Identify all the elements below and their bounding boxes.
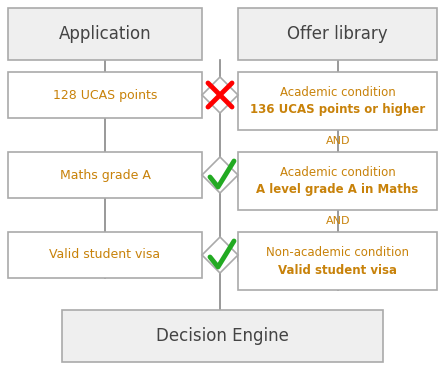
Text: Academic condition: Academic condition	[279, 86, 395, 99]
FancyBboxPatch shape	[8, 8, 202, 60]
FancyBboxPatch shape	[8, 232, 202, 278]
Text: 128 UCAS points: 128 UCAS points	[53, 89, 157, 102]
Text: Offer library: Offer library	[287, 25, 388, 43]
Polygon shape	[202, 157, 238, 193]
Text: A level grade A in Maths: A level grade A in Maths	[256, 183, 419, 196]
FancyBboxPatch shape	[238, 152, 437, 210]
FancyBboxPatch shape	[62, 310, 383, 362]
Text: Decision Engine: Decision Engine	[156, 327, 289, 345]
Text: Application: Application	[59, 25, 151, 43]
FancyBboxPatch shape	[8, 152, 202, 198]
FancyBboxPatch shape	[238, 8, 437, 60]
FancyBboxPatch shape	[8, 72, 202, 118]
Text: 136 UCAS points or higher: 136 UCAS points or higher	[250, 103, 425, 116]
Text: Non-academic condition: Non-academic condition	[266, 246, 409, 259]
Text: Academic condition: Academic condition	[279, 166, 395, 179]
Polygon shape	[202, 237, 238, 273]
Text: AND: AND	[326, 136, 350, 146]
Text: Maths grade A: Maths grade A	[60, 169, 150, 182]
FancyBboxPatch shape	[238, 72, 437, 130]
Text: Valid student visa: Valid student visa	[278, 263, 397, 276]
FancyBboxPatch shape	[238, 232, 437, 290]
Polygon shape	[202, 77, 238, 113]
Text: Valid student visa: Valid student visa	[49, 248, 161, 262]
Text: AND: AND	[326, 216, 350, 226]
